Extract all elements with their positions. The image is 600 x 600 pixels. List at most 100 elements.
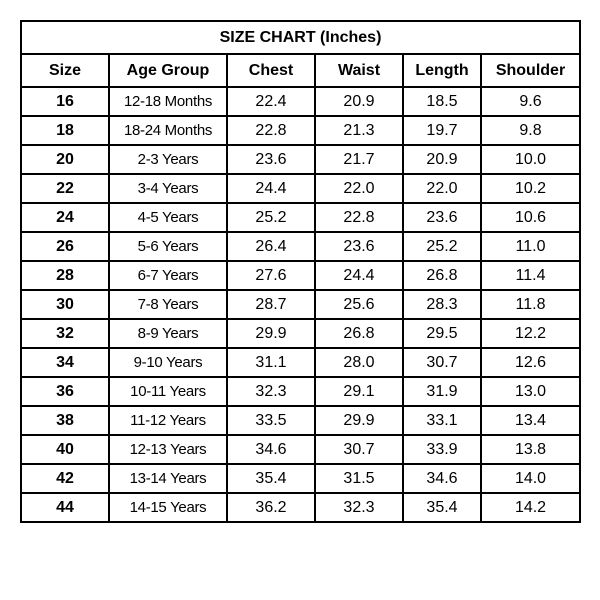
shoulder-cell: 12.6 bbox=[479, 347, 582, 378]
chest-cell: 25.2 bbox=[226, 202, 316, 233]
size-cell: 20 bbox=[20, 144, 110, 175]
length-cell: 19.7 bbox=[402, 115, 482, 146]
shoulder-cell: 13.4 bbox=[479, 405, 582, 436]
age-group-cell: 10-11 Years bbox=[108, 376, 228, 407]
column-header-chest: Chest bbox=[226, 53, 316, 88]
size-cell: 24 bbox=[20, 202, 110, 233]
table-row: 16 12-18 Months 22.4 20.9 18.5 9.6 bbox=[20, 86, 582, 117]
chest-cell: 34.6 bbox=[226, 434, 316, 465]
table-row: 42 13-14 Years 35.4 31.5 34.6 14.0 bbox=[20, 463, 582, 494]
title-row: SIZE CHART (Inches) bbox=[19, 20, 582, 55]
waist-cell: 22.8 bbox=[314, 202, 404, 233]
chest-cell: 22.8 bbox=[226, 115, 316, 146]
waist-cell: 31.5 bbox=[314, 463, 404, 494]
chest-cell: 24.4 bbox=[226, 173, 316, 204]
size-cell: 44 bbox=[20, 492, 110, 523]
header-row: Size Age Group Chest Waist Length Should… bbox=[20, 53, 582, 88]
table-body: 16 12-18 Months 22.4 20.9 18.5 9.6 18 18-24 Mon… bbox=[20, 86, 582, 523]
column-header-size: Size bbox=[20, 53, 110, 88]
waist-cell: 21.3 bbox=[314, 115, 404, 146]
length-cell: 33.1 bbox=[402, 405, 482, 436]
shoulder-cell: 12.2 bbox=[479, 318, 582, 349]
table-row: 28 6-7 Years 27.6 24.4 26.8 11.4 bbox=[20, 260, 582, 291]
size-cell: 36 bbox=[20, 376, 110, 407]
table-row: 26 5-6 Years 26.4 23.6 25.2 11.0 bbox=[20, 231, 582, 262]
table-row: 36 10-11 Years 32.3 29.1 31.9 13.0 bbox=[20, 376, 582, 407]
waist-cell: 28.0 bbox=[314, 347, 404, 378]
length-cell: 33.9 bbox=[402, 434, 482, 465]
length-cell: 34.6 bbox=[402, 463, 482, 494]
chest-cell: 29.9 bbox=[226, 318, 316, 349]
waist-cell: 20.9 bbox=[314, 86, 404, 117]
shoulder-cell: 14.2 bbox=[479, 492, 582, 523]
table-row: 44 14-15 Years 36.2 32.3 35.4 14.2 bbox=[20, 492, 582, 523]
chest-cell: 33.5 bbox=[226, 405, 316, 436]
waist-cell: 24.4 bbox=[314, 260, 404, 291]
chest-cell: 36.2 bbox=[226, 492, 316, 523]
size-cell: 38 bbox=[20, 405, 110, 436]
shoulder-cell: 14.0 bbox=[479, 463, 582, 494]
length-cell: 29.5 bbox=[402, 318, 482, 349]
age-group-cell: 9-10 Years bbox=[108, 347, 228, 378]
chest-cell: 32.3 bbox=[226, 376, 316, 407]
table-row: 18 18-24 Months 22.8 21.3 19.7 9.8 bbox=[20, 115, 582, 146]
size-cell: 16 bbox=[20, 86, 110, 117]
column-header-shoulder: Shoulder bbox=[479, 53, 582, 88]
length-cell: 23.6 bbox=[402, 202, 482, 233]
waist-cell: 22.0 bbox=[314, 173, 404, 204]
shoulder-cell: 13.8 bbox=[479, 434, 582, 465]
size-cell: 26 bbox=[20, 231, 110, 262]
shoulder-cell: 10.6 bbox=[479, 202, 582, 233]
table-row: 24 4-5 Years 25.2 22.8 23.6 10.6 bbox=[20, 202, 582, 233]
waist-cell: 32.3 bbox=[314, 492, 404, 523]
table-row: 22 3-4 Years 24.4 22.0 22.0 10.2 bbox=[20, 173, 582, 204]
size-cell: 32 bbox=[20, 318, 110, 349]
table-row: 34 9-10 Years 31.1 28.0 30.7 12.6 bbox=[20, 347, 582, 378]
age-group-cell: 4-5 Years bbox=[108, 202, 228, 233]
age-group-cell: 12-18 Months bbox=[108, 86, 228, 117]
age-group-cell: 7-8 Years bbox=[108, 289, 228, 320]
age-group-cell: 5-6 Years bbox=[108, 231, 228, 262]
shoulder-cell: 10.2 bbox=[479, 173, 582, 204]
waist-cell: 29.1 bbox=[314, 376, 404, 407]
table-row: 20 2-3 Years 23.6 21.7 20.9 10.0 bbox=[20, 144, 582, 175]
size-cell: 22 bbox=[20, 173, 110, 204]
column-header-waist: Waist bbox=[314, 53, 404, 88]
age-group-cell: 18-24 Months bbox=[108, 115, 228, 146]
length-cell: 25.2 bbox=[402, 231, 482, 262]
waist-cell: 29.9 bbox=[314, 405, 404, 436]
shoulder-cell: 13.0 bbox=[479, 376, 582, 407]
size-cell: 28 bbox=[20, 260, 110, 291]
shoulder-cell: 11.0 bbox=[479, 231, 582, 262]
age-group-cell: 13-14 Years bbox=[108, 463, 228, 494]
shoulder-cell: 11.8 bbox=[479, 289, 582, 320]
shoulder-cell: 9.8 bbox=[479, 115, 582, 146]
age-group-cell: 3-4 Years bbox=[108, 173, 228, 204]
length-cell: 35.4 bbox=[402, 492, 482, 523]
table-row: 40 12-13 Years 34.6 30.7 33.9 13.8 bbox=[20, 434, 582, 465]
age-group-cell: 8-9 Years bbox=[108, 318, 228, 349]
waist-cell: 30.7 bbox=[314, 434, 404, 465]
length-cell: 20.9 bbox=[402, 144, 482, 175]
table-row: 30 7-8 Years 28.7 25.6 28.3 11.8 bbox=[20, 289, 582, 320]
waist-cell: 26.8 bbox=[314, 318, 404, 349]
chest-cell: 26.4 bbox=[226, 231, 316, 262]
length-cell: 28.3 bbox=[402, 289, 482, 320]
shoulder-cell: 11.4 bbox=[479, 260, 582, 291]
column-header-length: Length bbox=[402, 53, 482, 88]
table-row: 32 8-9 Years 29.9 26.8 29.5 12.2 bbox=[20, 318, 582, 349]
size-cell: 18 bbox=[20, 115, 110, 146]
waist-cell: 25.6 bbox=[314, 289, 404, 320]
age-group-cell: 6-7 Years bbox=[108, 260, 228, 291]
chest-cell: 22.4 bbox=[226, 86, 316, 117]
length-cell: 22.0 bbox=[402, 173, 482, 204]
waist-cell: 21.7 bbox=[314, 144, 404, 175]
length-cell: 18.5 bbox=[402, 86, 482, 117]
size-chart-table: SIZE CHART (Inches) Size Age Group Chest… bbox=[19, 20, 582, 523]
table-row: 38 11-12 Years 33.5 29.9 33.1 13.4 bbox=[20, 405, 582, 436]
size-cell: 42 bbox=[20, 463, 110, 494]
column-header-age-group: Age Group bbox=[108, 53, 228, 88]
chest-cell: 27.6 bbox=[226, 260, 316, 291]
age-group-cell: 12-13 Years bbox=[108, 434, 228, 465]
table-title: SIZE CHART (Inches) bbox=[19, 20, 582, 55]
